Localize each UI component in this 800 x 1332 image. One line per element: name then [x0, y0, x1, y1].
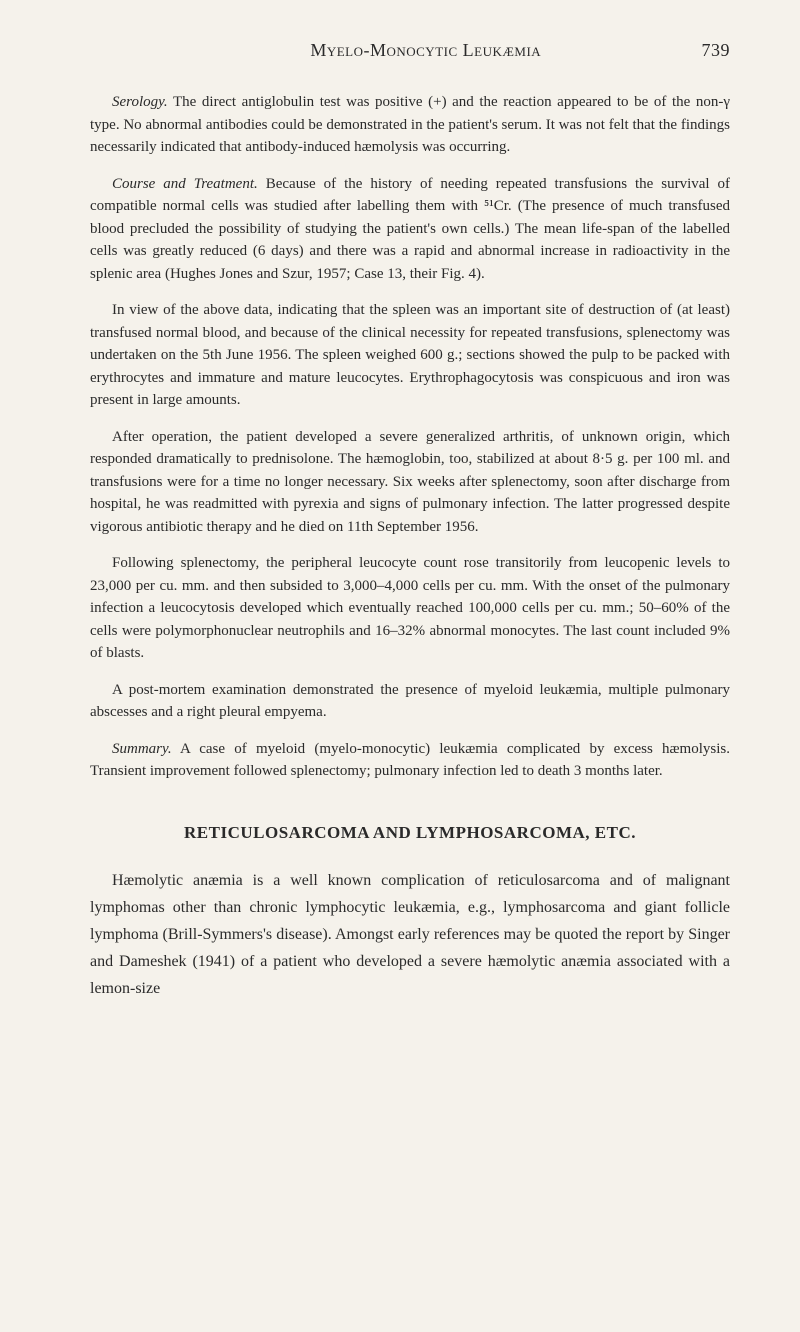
page-number: 739	[702, 40, 731, 61]
course-intro-paragraph: Course and Treatment. Because of the his…	[90, 173, 730, 286]
serology-lead: Serology.	[112, 94, 168, 110]
course-p3: After operation, the patient developed a…	[90, 426, 730, 539]
summary-paragraph: Summary. A case of myeloid (myelo-monocy…	[90, 738, 730, 783]
course-p2: In view of the above data, indicating th…	[90, 299, 730, 412]
course-lead: Course and Treatment.	[112, 176, 258, 192]
course-p5: A post-mortem examination demonstrated t…	[90, 679, 730, 724]
section-heading: RETICULOSARCOMA AND LYMPHOSARCOMA, ETC.	[90, 823, 730, 843]
serology-text: The direct antiglobulin test was positiv…	[90, 94, 730, 155]
serology-paragraph: Serology. The direct antiglobulin test w…	[90, 91, 730, 159]
body-paragraph: Hæmolytic anæmia is a well known complic…	[90, 867, 730, 1003]
summary-text: A case of myeloid (myelo-monocytic) leuk…	[90, 741, 730, 780]
page-header: Myelo-Monocytic Leukæmia 739	[90, 40, 730, 61]
course-p4: Following splenectomy, the peripheral le…	[90, 552, 730, 665]
summary-lead: Summary.	[112, 741, 172, 757]
running-title: Myelo-Monocytic Leukæmia	[150, 40, 702, 61]
